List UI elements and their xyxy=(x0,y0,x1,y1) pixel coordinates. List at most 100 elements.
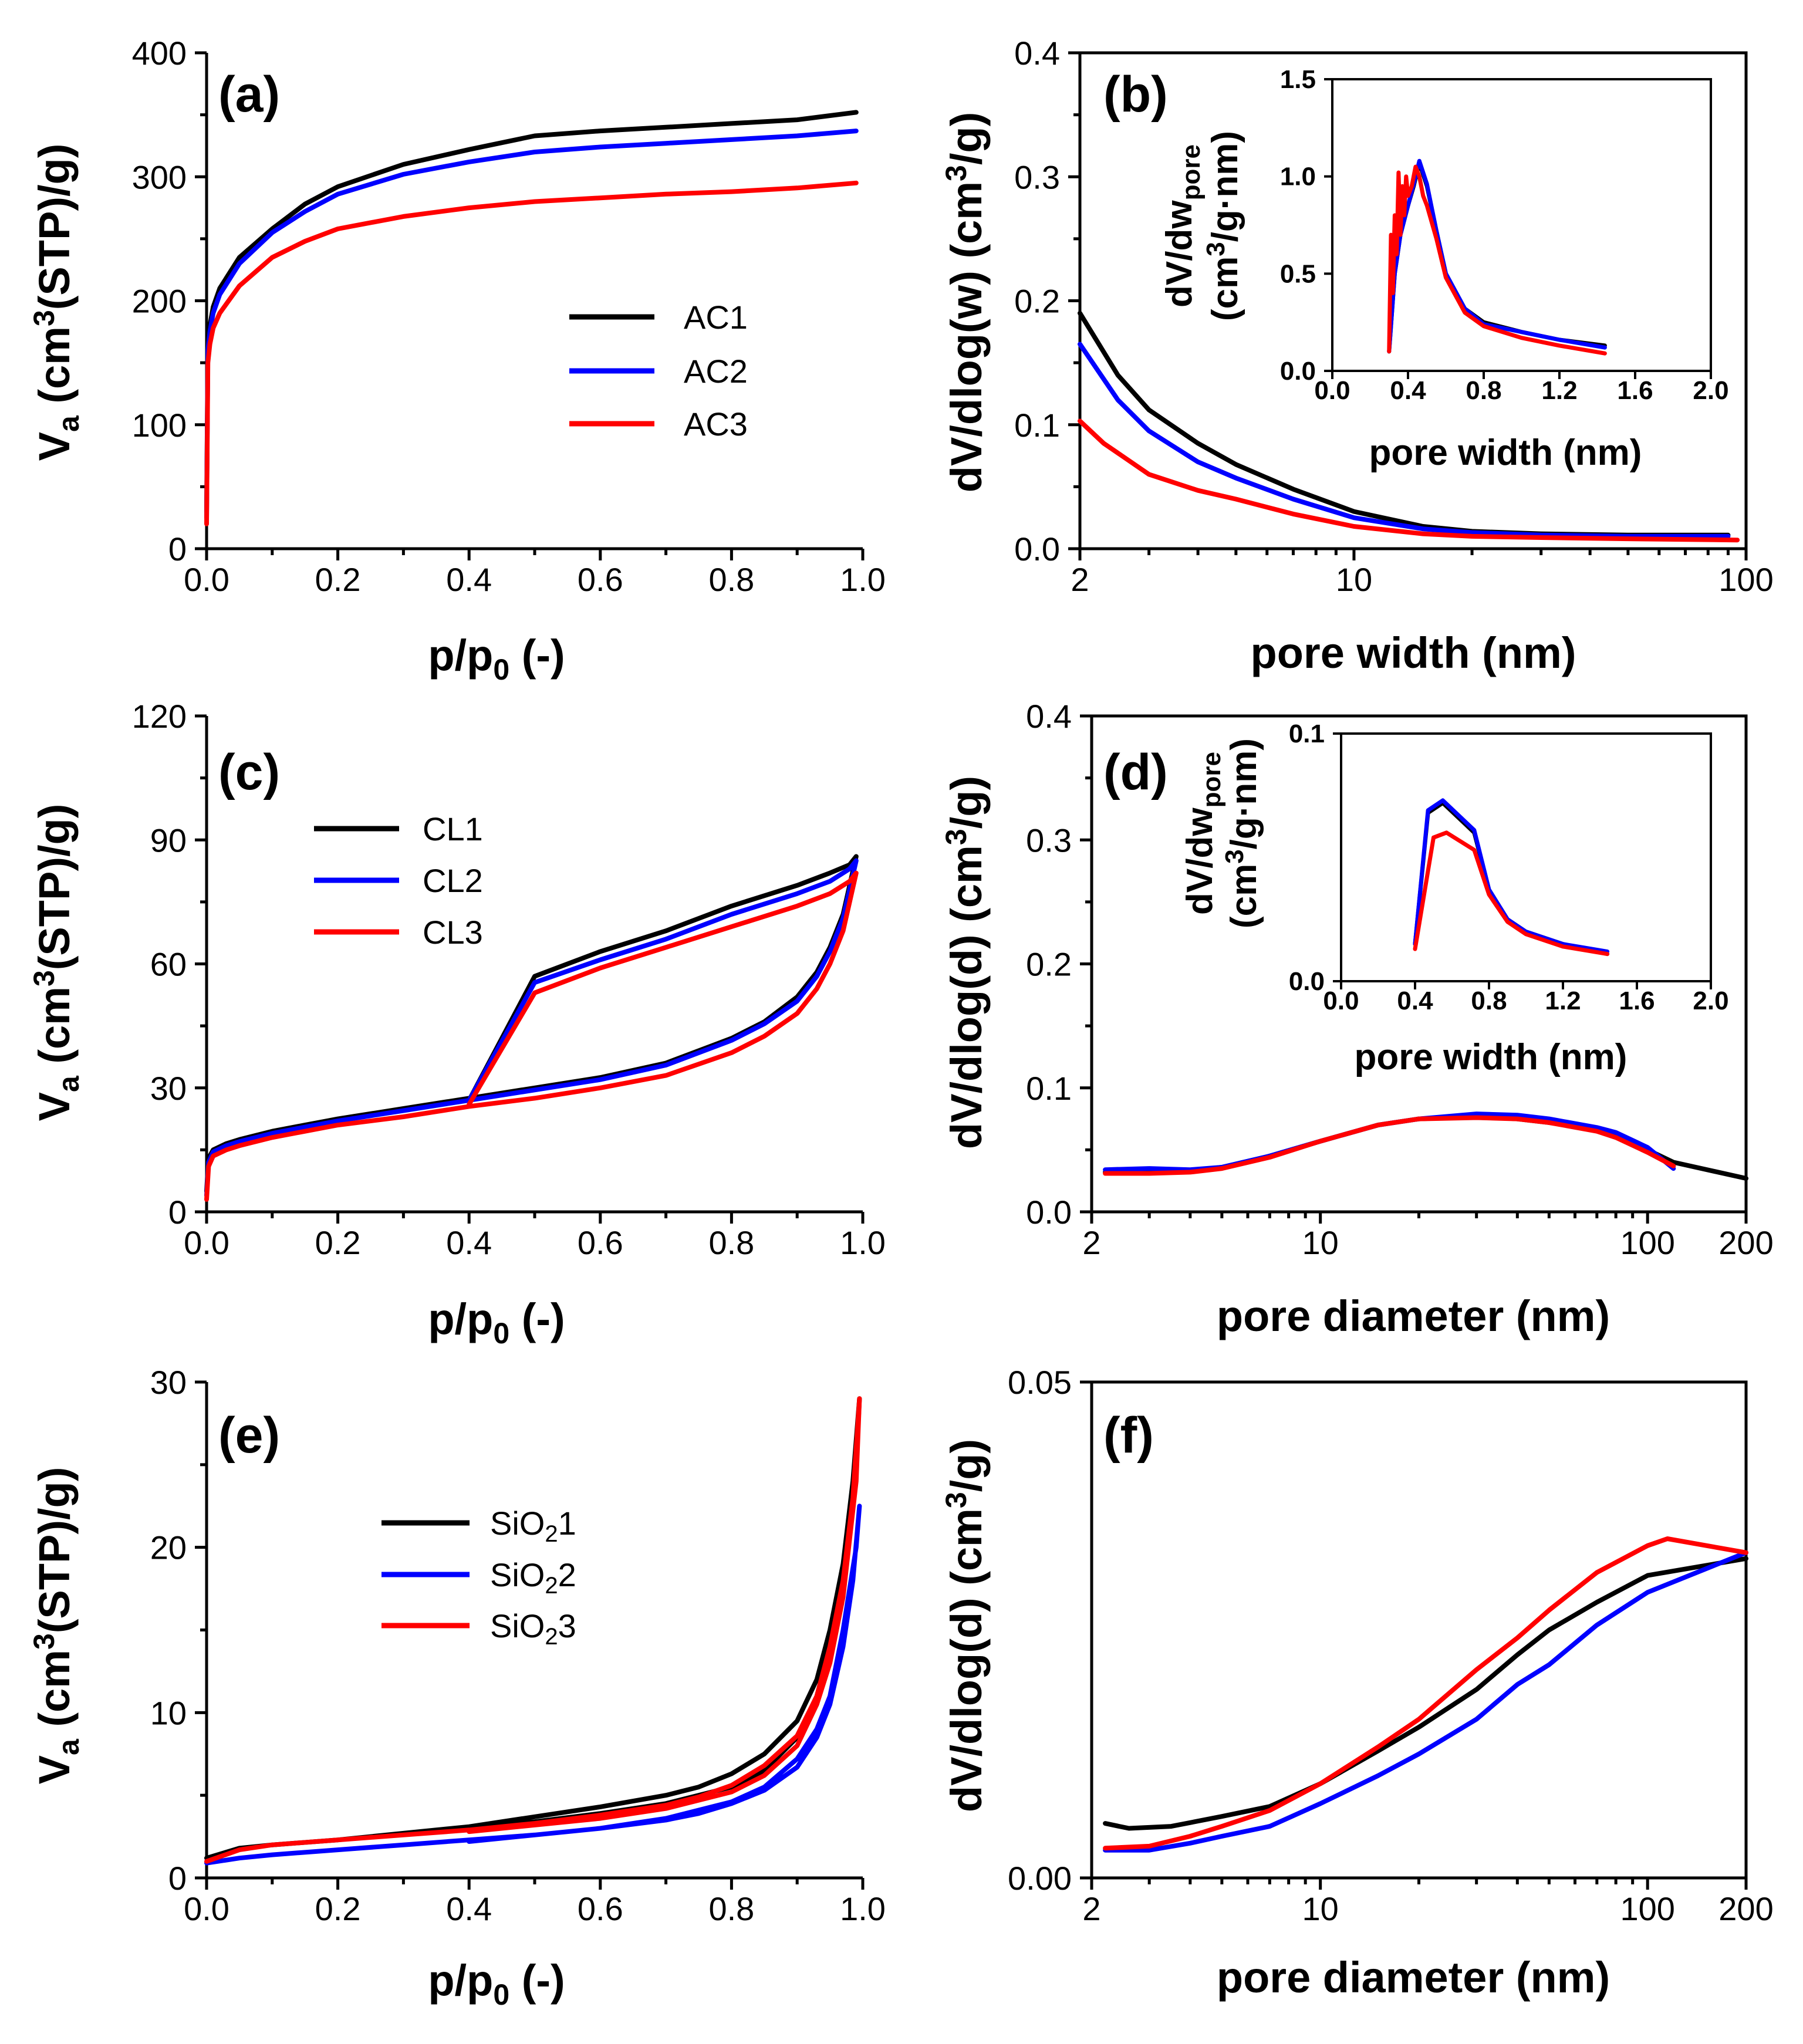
inset-y-label-main: dV/dw xyxy=(1159,200,1200,308)
legend: AC1 AC2 AC3 xyxy=(569,299,748,442)
inset-x-axis-label: pore width (nm) xyxy=(1369,433,1642,473)
legend-label-sio2-3: SiO23 xyxy=(490,1607,576,1650)
legend-label-cl2: CL2 xyxy=(423,862,483,899)
panel-c: (c) p/p0 (-) Va (cm3(STP)/g) CL1 CL2 CL3 xyxy=(28,744,565,1350)
panel-label: (b) xyxy=(1103,66,1168,123)
x-axis-label: p/p0 (-) xyxy=(428,1295,565,1350)
x-axis-label: pore diameter (nm) xyxy=(1217,1953,1610,2002)
y-axis-label-main: V xyxy=(30,432,79,461)
x-axis-label: pore width (nm) xyxy=(1251,629,1576,677)
x-tick-label: 0.2 xyxy=(315,1890,361,1927)
y-axis-label-sup: 3 xyxy=(28,970,60,986)
x-tick-label: 0.4 xyxy=(446,1890,492,1927)
x-tick-label: 0.6 xyxy=(578,1224,623,1261)
x-tick-label: 1.0 xyxy=(840,1224,886,1261)
chart-c: 0.0 0.2 0.4 0.6 0.8 1.0 0 30 60 90 120 xyxy=(132,698,886,1261)
legend-sub: 2 xyxy=(545,1573,558,1599)
y-axis-label-sup: 3 xyxy=(28,1633,60,1650)
inset-y-label-sup: 3 xyxy=(1201,242,1230,256)
y-tick-label: 90 xyxy=(150,822,187,859)
panel-label: (e) xyxy=(218,1407,280,1464)
y-axis-label-b: /g) xyxy=(942,112,991,165)
chart-f: 2 10 100 200 0.00 0.05 xyxy=(1008,1364,1774,1927)
inset-x-tick-label: 1.6 xyxy=(1617,376,1653,405)
x-tick-label: 0.4 xyxy=(446,561,492,598)
inset-y-label-a: (cm xyxy=(1205,256,1245,321)
legend-main: SiO xyxy=(490,1607,545,1644)
x-axis-label-tail: (-) xyxy=(509,631,565,680)
series-line-black xyxy=(1103,1556,1748,1831)
y-tick-label: 0 xyxy=(168,1194,187,1231)
x-tick-label: 1.0 xyxy=(840,561,886,598)
inset-y-axis-label-1: dV/dwpore xyxy=(1159,144,1206,308)
y-axis-label: Va (cm3(STP)/g) xyxy=(28,144,85,461)
inset-plot-frame xyxy=(1340,732,1712,982)
y-axis-label-sup: 3 xyxy=(940,1492,973,1508)
inset-y-tick-label: 1.0 xyxy=(1280,163,1316,191)
x-tick-label: 200 xyxy=(1718,1224,1773,1261)
legend-label-ac2: AC2 xyxy=(684,353,748,390)
chart-e: 0.0 0.2 0.4 0.6 0.8 1.0 0 10 20 30 xyxy=(150,1364,886,1927)
y-axis-label-b: (STP)/g) xyxy=(30,144,79,310)
inset-y-label-a: (cm xyxy=(1224,864,1264,928)
inset-chart-b: 0.0 0.4 0.8 1.2 1.6 2.0 0.0 0.5 1.0 1.5 xyxy=(1280,65,1729,405)
x-axis-label: pore diameter (nm) xyxy=(1217,1292,1610,1340)
x-tick-label: 100 xyxy=(1620,1224,1674,1261)
inset-series-line-red xyxy=(1413,830,1610,957)
series-line-sio23 xyxy=(204,1396,862,1864)
series-line-sio22 xyxy=(204,1504,862,1866)
y-tick-label: 200 xyxy=(132,283,187,320)
y-tick-label: 20 xyxy=(150,1529,187,1566)
legend-label-cl1: CL1 xyxy=(423,810,483,847)
inset-y-tick-label: 0.0 xyxy=(1280,357,1316,386)
y-tick-label: 60 xyxy=(150,946,187,983)
y-axis-label-b: /g) xyxy=(942,1439,991,1492)
y-tick-label: 30 xyxy=(150,1364,187,1401)
series-line-red xyxy=(1103,1536,1748,1851)
series-line-cl2 xyxy=(204,858,859,1198)
inset-y-label-b: /g·nm) xyxy=(1205,131,1245,242)
legend: CL1 CL2 CL3 xyxy=(314,810,483,951)
inset-x-tick-label: 0.4 xyxy=(1390,376,1426,405)
legend-label-ac1: AC1 xyxy=(684,299,748,336)
series-line-cl3 xyxy=(204,870,859,1202)
series-line-ac2 xyxy=(204,129,859,521)
x-tick-label: 0.2 xyxy=(315,1224,361,1261)
inset-x-tick-label: 1.6 xyxy=(1619,986,1655,1015)
series-line-ac3 xyxy=(204,180,859,526)
chart-b: 2 10 100 0.0 0.1 0.2 0.3 0.4 xyxy=(1014,35,1774,598)
y-tick-label: 400 xyxy=(132,35,187,72)
x-tick-label: 10 xyxy=(1336,561,1372,598)
y-axis-label-main: V xyxy=(30,1755,79,1784)
x-axis-label-tail: (-) xyxy=(509,1295,565,1343)
panel-label: (f) xyxy=(1103,1407,1154,1464)
x-axis-label: p/p0 (-) xyxy=(428,631,565,686)
panel-label: (c) xyxy=(218,744,280,800)
inset-chart-d: 0.0 0.4 0.8 1.2 1.6 2.0 0.0 0.1 xyxy=(1289,719,1729,1015)
y-axis-label-main: V xyxy=(30,1092,79,1121)
y-axis-label-a: dV/dlog(d) (cm xyxy=(942,1508,991,1812)
x-tick-label: 0.6 xyxy=(578,561,623,598)
x-tick-label: 100 xyxy=(1718,561,1773,598)
x-axis-label-main: p/p xyxy=(428,1956,493,2005)
y-tick-label: 0.2 xyxy=(1014,283,1060,320)
x-tick-label: 2 xyxy=(1071,561,1089,598)
y-tick-label: 0.2 xyxy=(1026,946,1072,983)
y-axis-label: Va (cm3(STP)/g) xyxy=(28,1467,85,1785)
y-tick-label: 0 xyxy=(168,1860,187,1897)
y-axis-label: dV/dlog(d) (cm3/g) xyxy=(940,1439,991,1812)
x-tick-label: 0.0 xyxy=(184,561,229,598)
y-axis-label-a: dV/dlog(d) (cm xyxy=(942,845,991,1149)
y-axis-label-sub: a xyxy=(52,415,85,432)
x-axis-label-sub: 0 xyxy=(493,653,509,686)
x-tick-label: 0.0 xyxy=(184,1224,229,1261)
y-axis-label-b: /g) xyxy=(942,776,991,829)
y-axis-label-sub: a xyxy=(52,1738,85,1755)
x-axis-label-main: p/p xyxy=(428,631,493,680)
inset-y-axis-label-2: (cm3/g·nm) xyxy=(1201,131,1245,321)
x-axis-label-sub: 0 xyxy=(493,1317,509,1350)
y-axis-label-sub: a xyxy=(52,1075,85,1092)
y-tick-label: 0.0 xyxy=(1014,531,1060,567)
y-tick-label: 0.00 xyxy=(1008,1860,1072,1897)
